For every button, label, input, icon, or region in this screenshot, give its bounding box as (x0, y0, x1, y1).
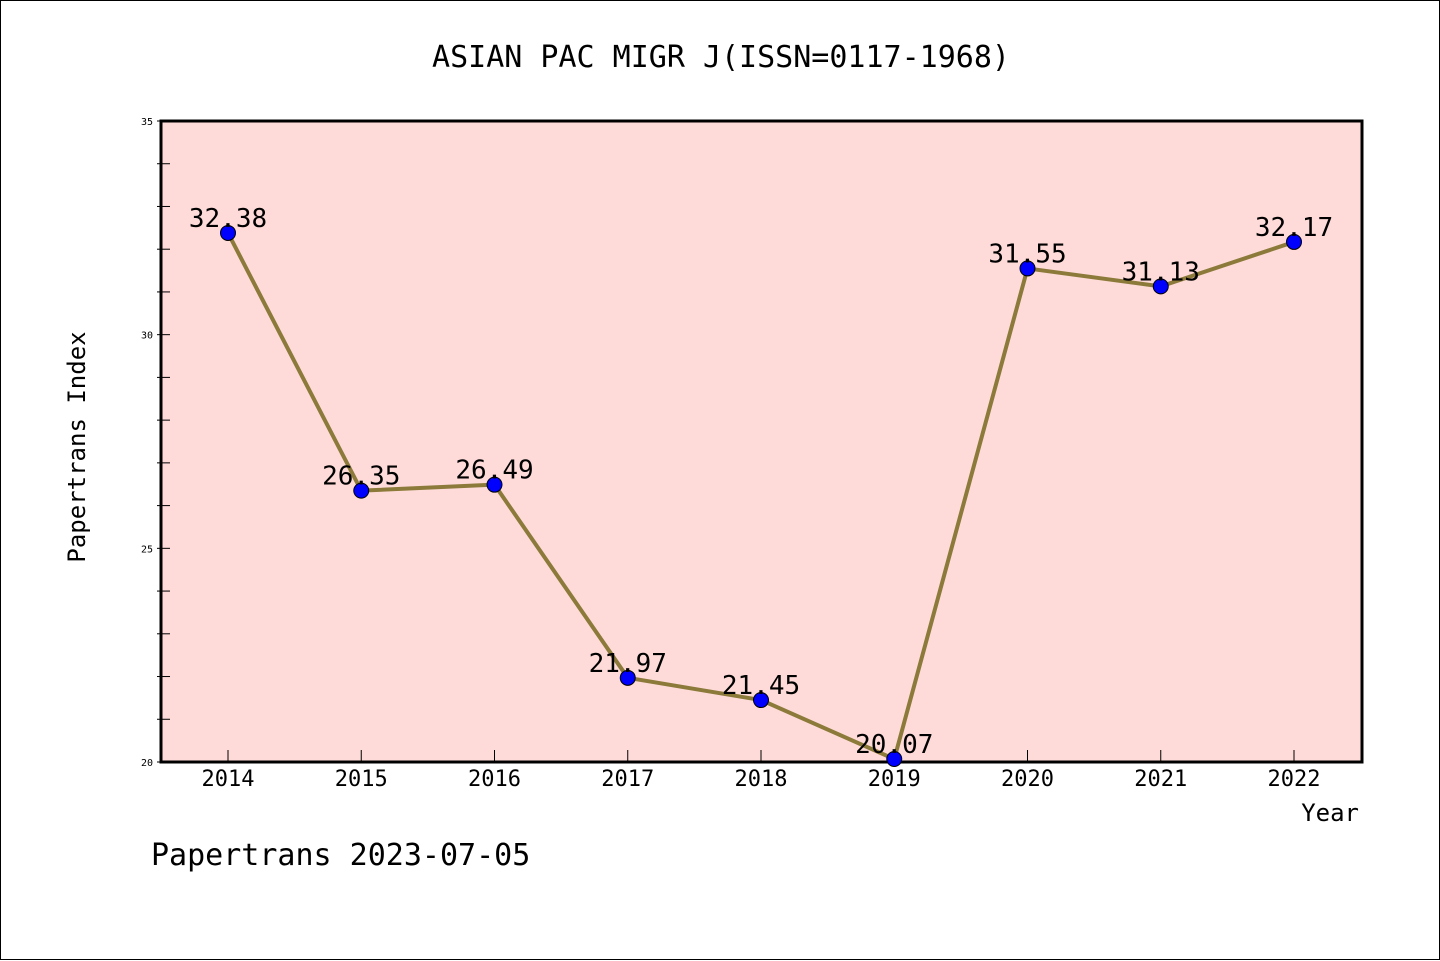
series-layer: 32.38 26.35 26.49 21.97 21.45 20.07 31.55 31.13… (189, 204, 1333, 768)
x-tick-label: 2016 (468, 767, 521, 792)
x-axis: 2014 2015 2016 2017 2018 2019 2020 2021 2022 (202, 750, 1321, 792)
x-tick-label: 2019 (868, 767, 921, 792)
chart-title: ASIAN PAC MIGR J(ISSN=0117-1968) (432, 40, 1010, 75)
data-point (886, 751, 903, 768)
data-point (1152, 278, 1169, 295)
x-tick-label: 2021 (1134, 767, 1187, 792)
data-point (1019, 260, 1036, 277)
x-tick-label: 2022 (1268, 767, 1321, 792)
y-tick-label: 25 (141, 544, 153, 555)
x-tick-label: 2018 (735, 767, 788, 792)
data-label: 31.55 (988, 239, 1066, 269)
footer-note: Papertrans 2023-07-05 (151, 838, 530, 873)
y-tick-label: 20 (141, 758, 153, 769)
x-tick-label: 2014 (202, 767, 255, 792)
x-tick-label: 2020 (1001, 767, 1054, 792)
y-axis: 20 25 30 35 (141, 117, 170, 769)
plot-area (159, 119, 1364, 764)
data-label: 21.97 (589, 649, 667, 679)
data-label: 26.35 (322, 462, 400, 492)
data-point (619, 669, 636, 686)
data-label: 31.13 (1122, 257, 1200, 287)
data-point (220, 224, 236, 241)
data-label: 20.07 (855, 730, 933, 760)
x-tick-label: 2015 (335, 767, 388, 792)
data-point (753, 692, 769, 709)
x-axis-label: Year (1301, 799, 1359, 827)
y-tick-label: 30 (141, 331, 153, 342)
y-axis-label: Papertrans Index (63, 331, 91, 562)
data-point (486, 476, 503, 493)
data-label: 32.17 (1255, 213, 1333, 243)
y-tick-label: 35 (141, 117, 153, 128)
data-label: 26.49 (455, 456, 533, 486)
data-label: 21.45 (722, 671, 800, 701)
data-label: 32.38 (189, 204, 267, 234)
data-point (1286, 233, 1302, 250)
x-tick-label: 2017 (601, 767, 654, 792)
data-point (353, 482, 370, 499)
